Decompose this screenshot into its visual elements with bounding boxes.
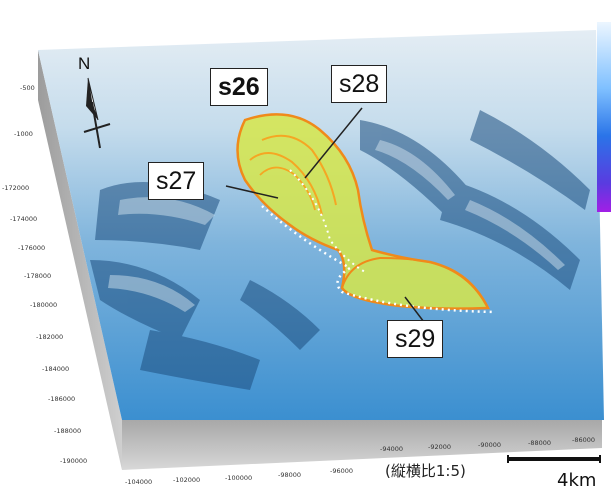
y-tick: -178000 — [24, 272, 52, 280]
relief-shading — [90, 110, 590, 390]
scale-label: 4km — [557, 470, 597, 491]
landslide-s29-outline — [341, 256, 489, 309]
north-arrow-icon — [83, 77, 111, 149]
relief-highlights — [108, 140, 565, 312]
x-tick: -104000 — [125, 478, 153, 486]
landslide-s27-outline — [249, 152, 323, 216]
y-tick: -184000 — [42, 365, 70, 373]
x-tick: -96000 — [330, 467, 354, 475]
label-s26: s26 — [210, 68, 268, 106]
label-s29: s29 — [387, 320, 444, 358]
label-s28: s28 — [331, 65, 388, 103]
label-s27: s27 — [148, 162, 205, 200]
leader-line-s28 — [304, 107, 363, 179]
block-front-wall — [122, 420, 602, 470]
aspect-ratio-note: (縦横比1:5) — [385, 462, 466, 480]
landslide-s28-outline — [261, 134, 337, 206]
x-tick: -98000 — [278, 471, 302, 479]
y-tick: -180000 — [30, 301, 58, 309]
x-tick: -100000 — [225, 474, 253, 482]
x-tick: -88000 — [528, 439, 552, 447]
y-tick: -172000 — [2, 184, 30, 192]
x-tick: -86000 — [572, 436, 596, 444]
x-tick: -92000 — [428, 443, 452, 451]
x-tick: -102000 — [173, 476, 201, 484]
landslide-body — [236, 113, 490, 310]
color-bar — [597, 22, 611, 212]
y-tick: -188000 — [54, 427, 82, 435]
x-tick: -94000 — [380, 445, 404, 453]
north-label: N — [78, 54, 91, 73]
y-tick: -186000 — [48, 395, 76, 403]
depth-tick: -1000 — [14, 130, 33, 138]
y-tick: -176000 — [18, 244, 46, 252]
x-tick: -90000 — [478, 441, 502, 449]
y-tick: -174000 — [10, 215, 38, 223]
y-tick: -182000 — [36, 333, 64, 341]
y-tick: -190000 — [60, 457, 88, 465]
block-side-wall — [38, 50, 122, 470]
leader-line-s27 — [225, 185, 279, 199]
depth-tick: -500 — [20, 84, 35, 92]
